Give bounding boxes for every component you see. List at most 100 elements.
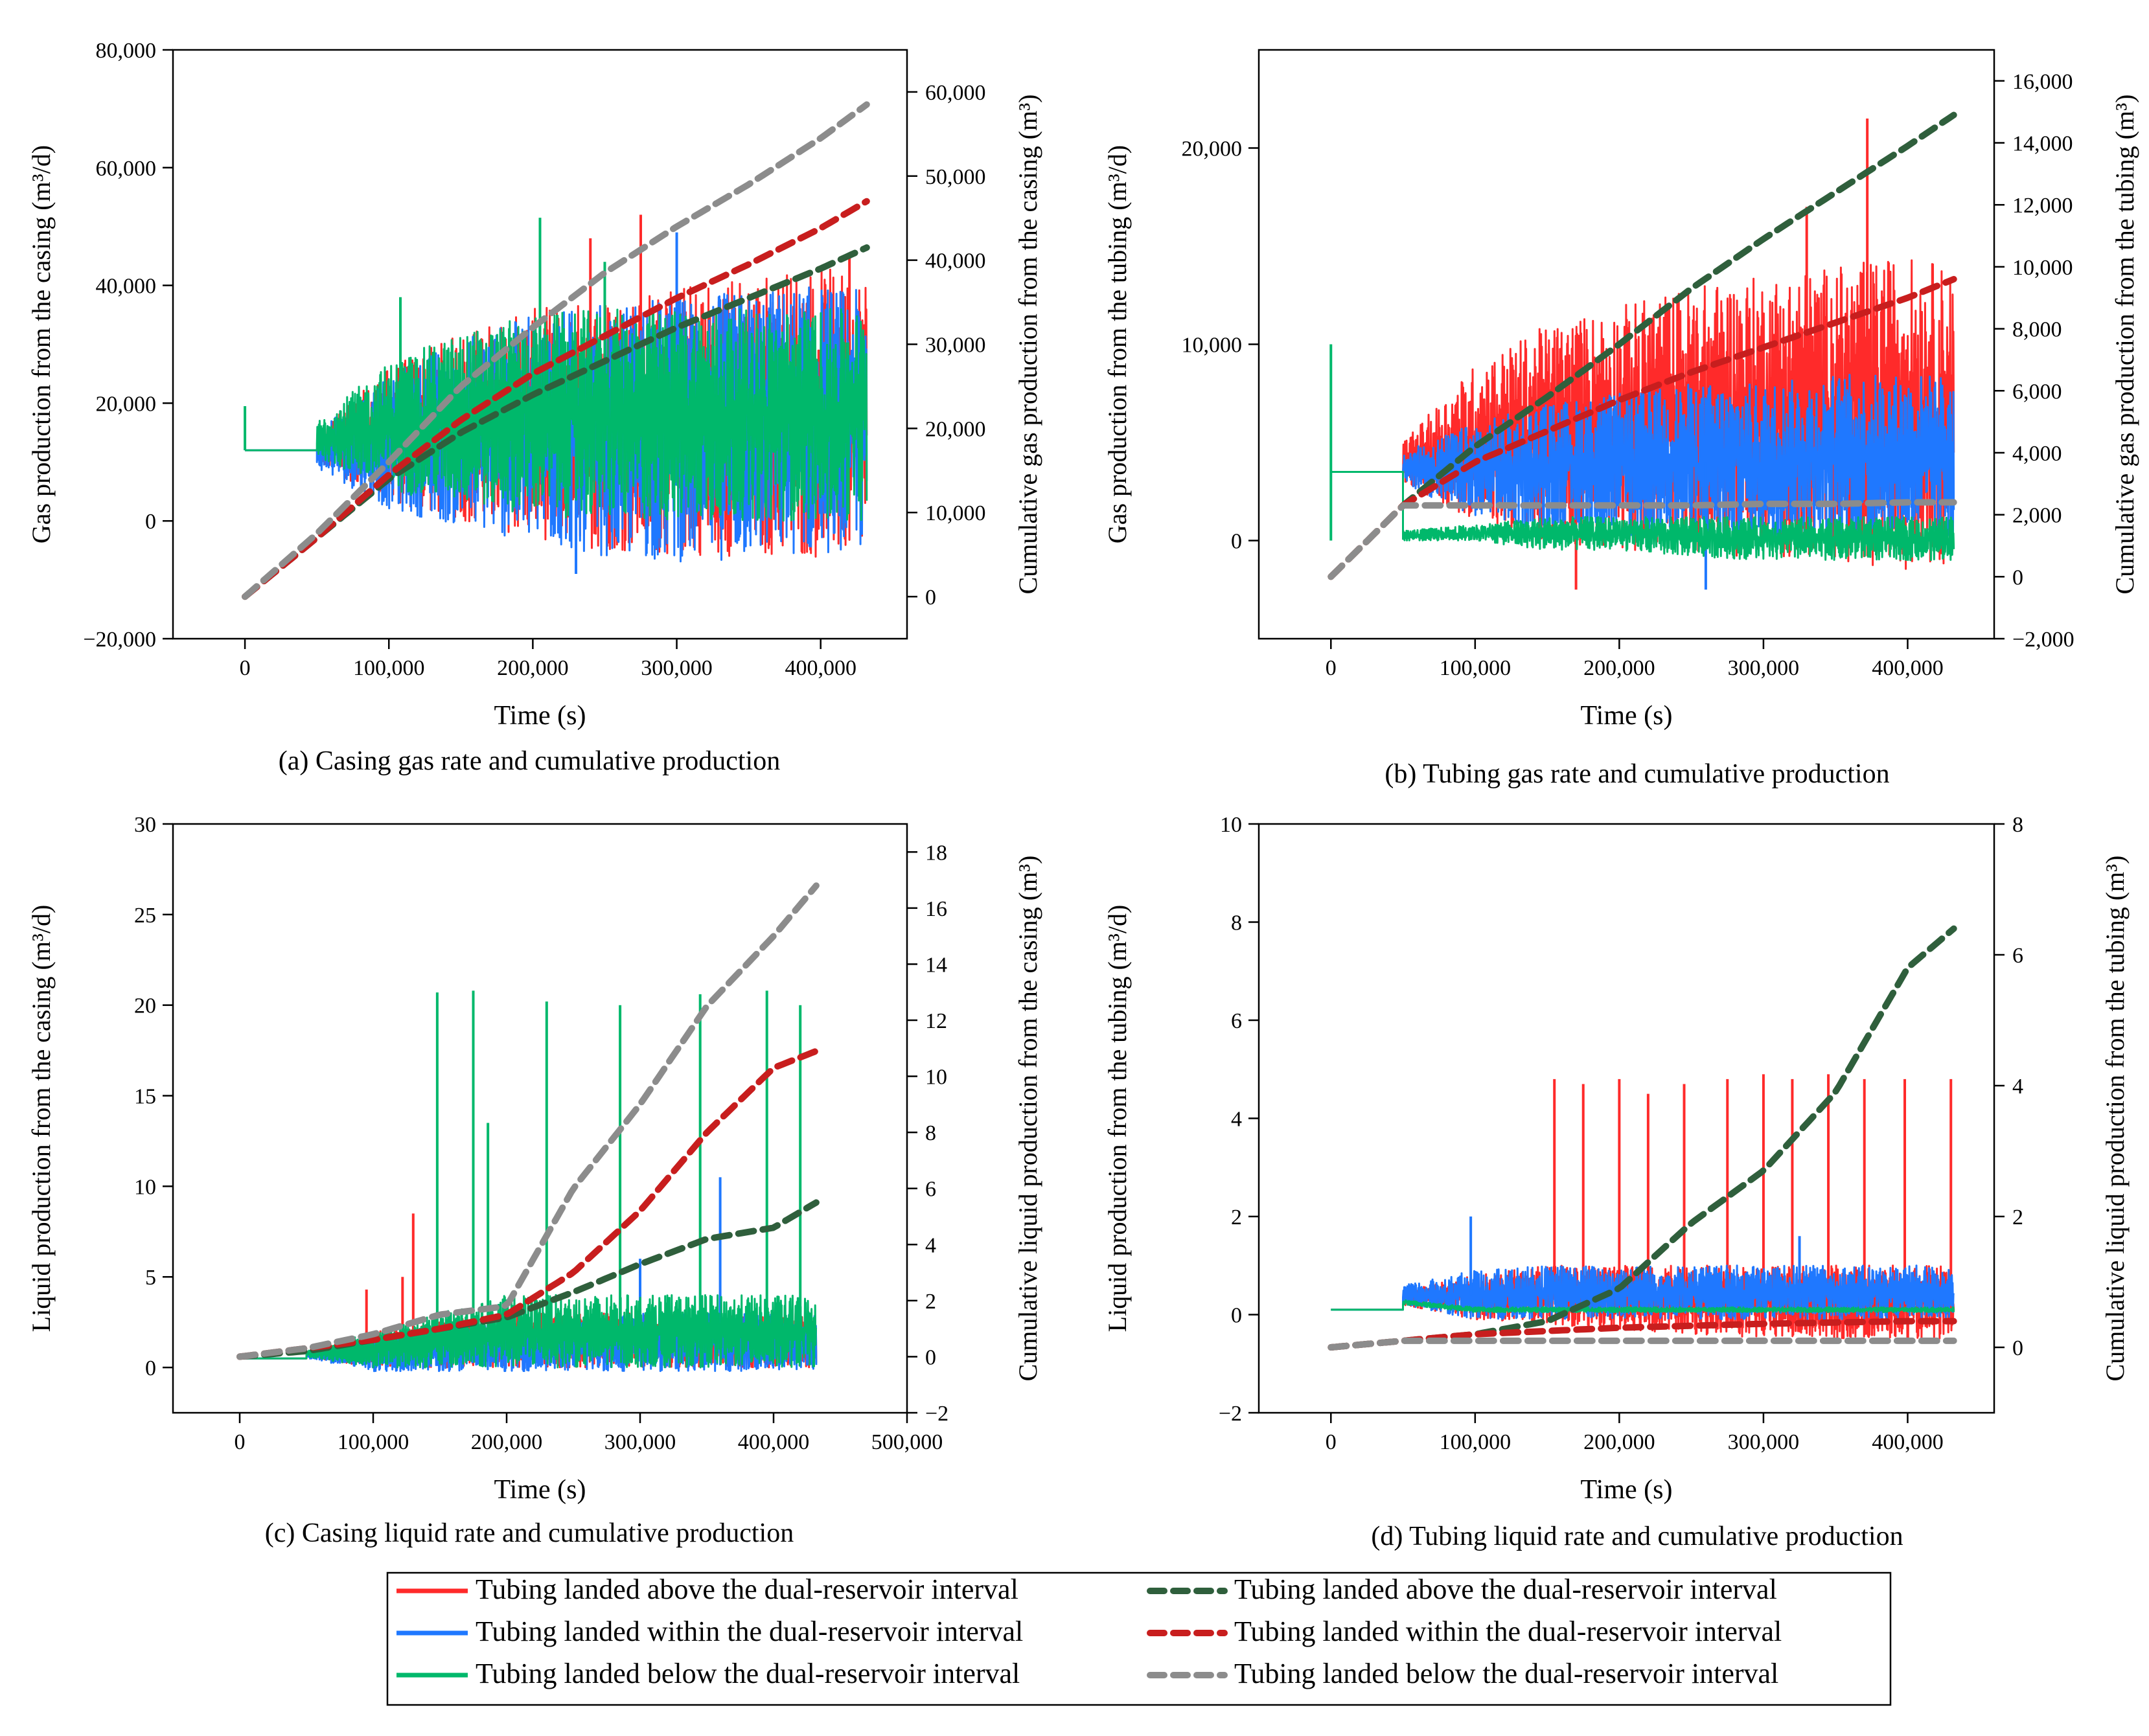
y-left-tick-label: 20,000	[1182, 137, 1243, 161]
y-axis-right: 0 2 4 6 8	[1994, 813, 2023, 1360]
y-left-tick-label: 10,000	[1182, 334, 1243, 358]
y-axis-label-left: Gas production from the tubing (m³/d)	[1103, 145, 1132, 543]
plot-area	[1327, 925, 1957, 1351]
panel-caption: (c) Casing liquid rate and cumulative pr…	[265, 1518, 794, 1548]
y-left-tick-label: 2	[1231, 1205, 1242, 1229]
y-right-tick-label: 12,000	[2012, 194, 2073, 218]
y-left-tick-label: 60,000	[96, 157, 157, 181]
legend: Tubing landed above the dual-reservoir i…	[386, 1571, 1892, 1706]
y-left-tick-label: 5	[145, 1266, 156, 1290]
y-right-tick-label: 8	[925, 1121, 936, 1145]
x-tick-label: 300,000	[641, 656, 713, 680]
plot-area	[242, 101, 870, 600]
x-tick-label: 0	[235, 1430, 246, 1454]
y-right-tick-label: 8	[2012, 813, 2023, 837]
y-right-tick-label: 6,000	[2012, 380, 2062, 404]
legend-dashed-label: Tubing landed within the dual-reservoir …	[1234, 1616, 1782, 1647]
y-right-tick-label: 16	[925, 897, 947, 921]
y-left-tick-label: 15	[134, 1085, 156, 1109]
y-right-tick-label: 8,000	[2012, 318, 2062, 342]
cumulative-series-2	[236, 882, 820, 1360]
y-left-tick-label: −2	[1219, 1402, 1242, 1426]
y-left-tick-label: 4	[1231, 1108, 1242, 1132]
y-right-tick-label: 18	[925, 841, 947, 865]
x-tick-label: 300,000	[1728, 656, 1800, 680]
rate-line	[1331, 1299, 1955, 1314]
chart-panel-c: 0 100,000 200,000 300,000 400,000 500,000 Time…	[27, 813, 1042, 1548]
cumulative-series-2	[242, 101, 870, 600]
y-axis-left: −20,000 0 20,000 40,000 60,000 80,000	[83, 39, 173, 652]
y-right-tick-label: 2	[2012, 1205, 2023, 1229]
y-axis-left: 0 10,000 20,000	[1182, 137, 1259, 554]
y-left-tick-label: 25	[134, 904, 156, 928]
x-axis-label: Time (s)	[1581, 1475, 1673, 1505]
y-left-tick-label: 0	[1231, 530, 1242, 554]
y-right-tick-label: 20,000	[925, 417, 986, 441]
cumulative-series-2	[1327, 499, 1957, 580]
plot-area	[1327, 111, 1957, 590]
y-right-tick-label: 10,000	[2012, 256, 2073, 280]
y-right-tick-label: 4	[2012, 1075, 2023, 1099]
panel-caption: (b) Tubing gas rate and cumulative produ…	[1385, 759, 1889, 789]
panel-caption: (a) Casing gas rate and cumulative produ…	[279, 746, 780, 776]
x-tick-label: 0	[1326, 1430, 1337, 1454]
x-tick-label: 0	[240, 656, 251, 680]
legend-dashed-label: Tubing landed above the dual-reservoir i…	[1234, 1573, 1777, 1605]
chart-panel-b: 0 100,000 200,000 300,000 400,000 Time (s) 0 10…	[1103, 49, 2139, 789]
x-tick-label: 400,000	[1872, 656, 1944, 680]
y-axis-right: −2 0 2 4 6 8 10 12 14 16 18	[907, 841, 948, 1426]
y-axis-right: 0 10,000 20,000 30,000 40,000 50,000 60,000	[907, 81, 986, 610]
x-axis: 0 100,000 200,000 300,000 400,000	[1326, 639, 1944, 680]
y-axis-right: −2,000 0 2,000 4,000 6,000 8,000 10,000 12,000 1…	[1994, 70, 2074, 652]
legend-dashed-label: Tubing landed below the dual-reservoir i…	[1234, 1658, 1778, 1689]
y-left-tick-label: 20	[134, 994, 156, 1018]
x-tick-label: 400,000	[738, 1430, 810, 1454]
cumulative-series-1	[242, 198, 870, 600]
x-axis: 0 100,000 200,000 300,000 400,000	[1326, 1413, 1944, 1454]
x-axis-label: Time (s)	[1581, 701, 1673, 731]
y-left-tick-label: 20,000	[96, 392, 157, 416]
chart-panel-d: 0 100,000 200,000 300,000 400,000 Time (s) −2 0…	[1103, 813, 2130, 1551]
y-right-tick-label: 0	[925, 586, 936, 610]
y-right-tick-label: −2,000	[2012, 628, 2074, 652]
y-right-tick-label: 14	[925, 953, 947, 977]
y-left-tick-label: −20,000	[83, 628, 156, 652]
plot-frame	[172, 823, 908, 1414]
x-tick-label: 300,000	[604, 1430, 676, 1454]
y-right-tick-label: 30,000	[925, 334, 986, 358]
rate-series-1	[1331, 1216, 1955, 1321]
y-axis-label-right: Cumulative liquid production from the tu…	[2100, 856, 2130, 1382]
y-right-tick-label: 10,000	[925, 501, 986, 525]
x-axis: 0 100,000 200,000 300,000 400,000	[240, 639, 856, 680]
legend-solid-label: Tubing landed within the dual-reservoir …	[476, 1616, 1023, 1647]
rate-line	[1331, 471, 1955, 562]
rate-series-2	[1331, 1299, 1955, 1314]
y-axis-label-right: Cumulative gas production from the casin…	[1013, 95, 1042, 595]
y-right-tick-label: 50,000	[925, 165, 986, 189]
y-right-tick-label: 6	[925, 1178, 936, 1202]
chart-panel-a: 0 100,000 200,000 300,000 400,000 Time (s) −20…	[27, 39, 1042, 776]
y-right-tick-label: 60,000	[925, 81, 986, 105]
x-tick-label: 300,000	[1728, 1430, 1800, 1454]
x-tick-label: 100,000	[338, 1430, 409, 1454]
y-axis-label-right: Cumulative liquid production from the ca…	[1013, 856, 1042, 1382]
rate-line	[1331, 374, 1955, 542]
x-axis: 0 100,000 200,000 300,000 400,000 500,000	[235, 1413, 943, 1454]
y-left-tick-label: 10	[1220, 813, 1242, 837]
x-axis-label: Time (s)	[494, 1475, 586, 1505]
legend-solid-label: Tubing landed below the dual-reservoir i…	[476, 1658, 1020, 1689]
x-tick-label: 200,000	[471, 1430, 543, 1454]
y-right-tick-label: 6	[2012, 944, 2023, 968]
x-tick-label: 200,000	[497, 656, 569, 680]
y-left-tick-label: 0	[1231, 1304, 1242, 1328]
y-right-tick-label: 16,000	[2012, 70, 2073, 94]
x-tick-label: 200,000	[1583, 1430, 1655, 1454]
y-right-tick-label: 12	[925, 1009, 947, 1033]
x-tick-label: 500,000	[871, 1430, 943, 1454]
y-right-tick-label: −2	[925, 1402, 948, 1426]
y-left-tick-label: 6	[1231, 1009, 1242, 1033]
cumulative-series-2	[1327, 1337, 1957, 1351]
plot-area	[236, 882, 820, 1373]
legend-box	[386, 1571, 1892, 1706]
